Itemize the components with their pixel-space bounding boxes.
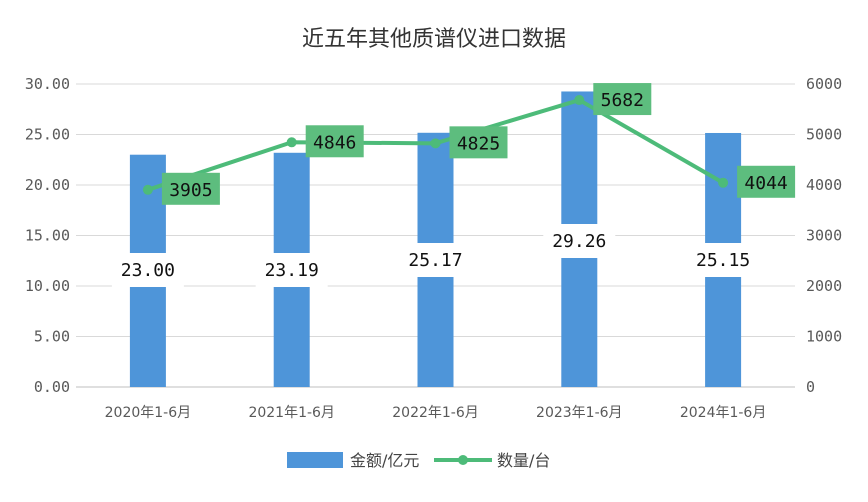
legend-label-amount: 金额/亿元 <box>350 451 419 470</box>
right-tick-label: 3000 <box>806 227 842 245</box>
line-data-label: 4044 <box>744 173 787 194</box>
left-tick-label: 5.00 <box>34 328 70 346</box>
left-tick-label: 10.00 <box>25 277 70 295</box>
line-data-label: 5682 <box>601 90 644 111</box>
left-tick-label: 20.00 <box>25 176 70 194</box>
right-tick-label: 5000 <box>806 126 842 144</box>
right-tick-label: 0 <box>806 378 815 396</box>
x-tick-label: 2023年1-6月 <box>536 405 623 421</box>
bar-label-box <box>543 224 616 258</box>
right-axis: 0 1000 2000 3000 4000 5000 6000 <box>806 75 842 396</box>
bar-label-box <box>255 253 328 287</box>
bar-data-label: 25.15 <box>696 250 750 271</box>
line-label-box <box>449 126 508 159</box>
line-label-box <box>593 83 652 116</box>
x-axis: 2020年1-6月 2021年1-6月 2022年1-6月 2023年1-6月 2024… <box>105 405 767 421</box>
legend-line-marker <box>458 455 468 465</box>
right-tick-label: 4000 <box>806 176 842 194</box>
legend: 金额/亿元 数量/台 <box>287 451 550 470</box>
right-tick-label: 1000 <box>806 328 842 346</box>
x-tick-label: 2024年1-6月 <box>680 405 767 421</box>
x-tick-label: 2021年1-6月 <box>248 405 335 421</box>
legend-bar-swatch <box>287 452 343 468</box>
line-series <box>142 95 729 195</box>
line-label-box <box>305 125 364 158</box>
line-point <box>718 177 729 188</box>
right-tick-label: 6000 <box>806 75 842 93</box>
line-data-label: 3905 <box>169 180 212 201</box>
line-data-labels: 3905 4846 4825 5682 4044 <box>161 83 796 205</box>
left-tick-label: 25.00 <box>25 126 70 144</box>
line-data-label: 4825 <box>457 133 500 154</box>
bar-data-label: 25.17 <box>408 250 462 271</box>
bar-series <box>129 91 742 387</box>
bar-data-label: 29.26 <box>552 231 606 252</box>
left-axis: 0.00 5.00 10.00 15.00 20.00 25.00 30.00 <box>25 75 70 396</box>
line-point <box>574 95 585 106</box>
bar-data-label: 23.00 <box>121 260 175 281</box>
line-point <box>286 137 297 148</box>
legend-label-count: 数量/台 <box>497 451 550 470</box>
left-tick-label: 30.00 <box>25 75 70 93</box>
right-tick-label: 2000 <box>806 277 842 295</box>
left-tick-label: 15.00 <box>25 227 70 245</box>
line-label-box <box>737 165 796 198</box>
bar-data-labels: 23.00 23.19 25.17 29.26 25.15 <box>111 224 760 287</box>
x-tick-label: 2022年1-6月 <box>392 405 479 421</box>
bar-data-label: 23.19 <box>265 260 319 281</box>
x-tick-label: 2020年1-6月 <box>105 405 192 421</box>
line-label-box <box>161 172 220 205</box>
line-point <box>142 184 153 195</box>
chart-title: 近五年其他质谱仪进口数据 <box>302 27 566 52</box>
line-data-label: 4846 <box>313 132 356 153</box>
line-point <box>430 138 441 149</box>
bar-label-box <box>399 243 472 277</box>
left-tick-label: 0.00 <box>34 378 70 396</box>
bar-label-box <box>111 253 184 287</box>
bar-label-box <box>687 243 760 277</box>
